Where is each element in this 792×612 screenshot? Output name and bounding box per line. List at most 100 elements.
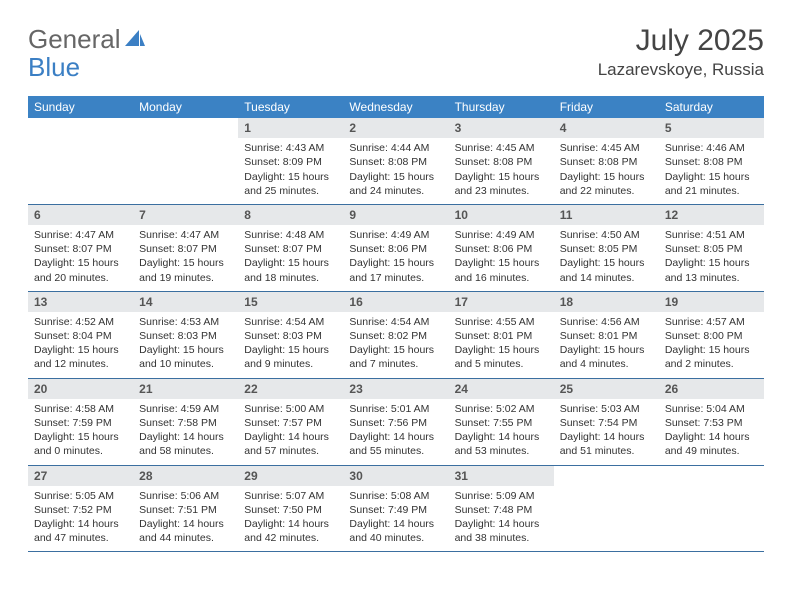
logo-text-first: General	[28, 24, 121, 55]
day-body: Sunrise: 4:56 AMSunset: 8:01 PMDaylight:…	[554, 312, 659, 378]
dow-wednesday: Wednesday	[343, 96, 448, 118]
title-block: July 2025 Lazarevskoye, Russia	[598, 24, 764, 80]
logo-sail-icon	[125, 24, 145, 55]
sunrise: Sunrise: 4:55 AM	[455, 315, 548, 329]
day-number: 17	[449, 292, 554, 312]
day-body: Sunrise: 5:04 AMSunset: 7:53 PMDaylight:…	[659, 399, 764, 465]
day-number: 30	[343, 466, 448, 486]
month-title: July 2025	[598, 24, 764, 58]
sunset: Sunset: 8:05 PM	[560, 242, 653, 256]
day-body: Sunrise: 4:54 AMSunset: 8:02 PMDaylight:…	[343, 312, 448, 378]
day-body: Sunrise: 5:02 AMSunset: 7:55 PMDaylight:…	[449, 399, 554, 465]
sunset: Sunset: 8:08 PM	[560, 155, 653, 169]
sunset: Sunset: 8:07 PM	[34, 242, 127, 256]
dow-tuesday: Tuesday	[238, 96, 343, 118]
week-row: 13 Sunrise: 4:52 AMSunset: 8:04 PM Dayligh…	[28, 292, 764, 379]
sunset: Sunset: 7:50 PM	[244, 503, 337, 517]
day-cell: 12Sunrise: 4:51 AMSunset: 8:05 PMDayligh…	[659, 205, 764, 291]
daylight: Daylight: 15 hours and 9 minutes.	[244, 343, 337, 371]
day-cell: 17Sunrise: 4:55 AMSunset: 8:01 PMDayligh…	[449, 292, 554, 378]
daylight: Daylight: 15 hours and 0 minutes.	[34, 430, 127, 458]
sunset: Sunset: 7:59 PM	[34, 416, 127, 430]
day-cell: 3Sunrise: 4:45 AMSunset: 8:08 PMDaylight…	[449, 118, 554, 204]
sunset: Sunset: 8:00 PM	[665, 329, 758, 343]
sunset: Sunset: 7:51 PM	[139, 503, 232, 517]
day-body: Sunrise: 5:05 AMSunset: 7:52 PMDaylight:…	[28, 486, 133, 552]
sunrise: Sunrise: 5:04 AM	[665, 402, 758, 416]
daylight: Daylight: 15 hours and 24 minutes.	[349, 170, 442, 198]
sunrise: Sunrise: 5:00 AM	[244, 402, 337, 416]
dow-sunday: Sunday	[28, 96, 133, 118]
daylight: Daylight: 14 hours and 47 minutes.	[34, 517, 127, 545]
sunset: Sunset: 8:04 PM	[34, 329, 127, 343]
day-cell: 14Sunrise: 4:53 AMSunset: 8:03 PMDayligh…	[133, 292, 238, 378]
day-body: Sunrise: 4:51 AMSunset: 8:05 PMDaylight:…	[659, 225, 764, 291]
daylight: Daylight: 15 hours and 4 minutes.	[560, 343, 653, 371]
sunset: Sunset: 8:02 PM	[349, 329, 442, 343]
day-cell: 11Sunrise: 4:50 AMSunset: 8:05 PMDayligh…	[554, 205, 659, 291]
sunset: Sunset: 8:03 PM	[139, 329, 232, 343]
day-cell: 23Sunrise: 5:01 AMSunset: 7:56 PMDayligh…	[343, 379, 448, 465]
day-body: Sunrise: 4:55 AMSunset: 8:01 PMDaylight:…	[449, 312, 554, 378]
sunrise: Sunrise: 4:52 AM	[34, 315, 127, 329]
day-body: Sunrise: 4:44 AMSunset: 8:08 PMDaylight:…	[343, 138, 448, 204]
week-row: 27Sunrise: 5:05 AMSunset: 7:52 PMDayligh…	[28, 466, 764, 553]
sunrise: Sunrise: 4:58 AM	[34, 402, 127, 416]
calendar: SundayMondayTuesdayWednesdayThursdayFrid…	[28, 96, 764, 552]
day-cell: 22Sunrise: 5:00 AMSunset: 7:57 PMDayligh…	[238, 379, 343, 465]
day-number: 13	[28, 292, 133, 312]
sunrise: Sunrise: 4:57 AM	[665, 315, 758, 329]
day-number: 18	[554, 292, 659, 312]
day-body: Sunrise: 4:54 AMSunset: 8:03 PMDaylight:…	[238, 312, 343, 378]
day-number: 5	[659, 118, 764, 138]
day-number: 10	[449, 205, 554, 225]
daylight: Daylight: 15 hours and 7 minutes.	[349, 343, 442, 371]
day-body: Sunrise: 4:43 AMSunset: 8:09 PMDaylight:…	[238, 138, 343, 204]
sunset: Sunset: 8:07 PM	[139, 242, 232, 256]
daylight: Daylight: 15 hours and 17 minutes.	[349, 256, 442, 284]
daylight: Daylight: 15 hours and 21 minutes.	[665, 170, 758, 198]
day-number: 11	[554, 205, 659, 225]
daylight: Daylight: 15 hours and 2 minutes.	[665, 343, 758, 371]
day-number: 8	[238, 205, 343, 225]
day-number: 22	[238, 379, 343, 399]
day-number: 19	[659, 292, 764, 312]
daylight: Daylight: 14 hours and 38 minutes.	[455, 517, 548, 545]
day-cell: 20 Sunrise: 4:58 AMSunset: 7:59 PMDayligh…	[28, 379, 133, 465]
day-body: Sunrise: 5:00 AMSunset: 7:57 PMDaylight:…	[238, 399, 343, 465]
day-body: Sunrise: 5:07 AMSunset: 7:50 PMDaylight:…	[238, 486, 343, 552]
day-cell-empty	[554, 466, 659, 552]
sunset: Sunset: 7:55 PM	[455, 416, 548, 430]
header: General July 2025 Lazarevskoye, Russia	[28, 24, 764, 80]
daylight: Daylight: 14 hours and 57 minutes.	[244, 430, 337, 458]
day-cell: 31Sunrise: 5:09 AMSunset: 7:48 PMDayligh…	[449, 466, 554, 552]
sunrise: Sunrise: 4:48 AM	[244, 228, 337, 242]
day-body: Sunrise: 4:53 AMSunset: 8:03 PMDaylight:…	[133, 312, 238, 378]
day-body: Sunrise: 4:49 AMSunset: 8:06 PMDaylight:…	[343, 225, 448, 291]
sunset: Sunset: 7:52 PM	[34, 503, 127, 517]
daylight: Daylight: 14 hours and 51 minutes.	[560, 430, 653, 458]
sunrise: Sunrise: 4:51 AM	[665, 228, 758, 242]
sunrise: Sunrise: 5:05 AM	[34, 489, 127, 503]
logo: General	[28, 24, 145, 55]
week-row: 1Sunrise: 4:43 AMSunset: 8:09 PMDaylight…	[28, 118, 764, 205]
day-cell: 26Sunrise: 5:04 AMSunset: 7:53 PMDayligh…	[659, 379, 764, 465]
daylight: Daylight: 15 hours and 14 minutes.	[560, 256, 653, 284]
daylight: Daylight: 15 hours and 5 minutes.	[455, 343, 548, 371]
sunrise: Sunrise: 4:47 AM	[34, 228, 127, 242]
sunset: Sunset: 7:54 PM	[560, 416, 653, 430]
day-number	[554, 466, 659, 486]
day-number: 3	[449, 118, 554, 138]
sunrise: Sunrise: 5:08 AM	[349, 489, 442, 503]
day-number: 12	[659, 205, 764, 225]
day-number: 23	[343, 379, 448, 399]
day-number: 29	[238, 466, 343, 486]
sunset: Sunset: 7:58 PM	[139, 416, 232, 430]
day-number	[133, 118, 238, 138]
dow-monday: Monday	[133, 96, 238, 118]
day-number: 20	[28, 379, 133, 399]
day-cell: 29Sunrise: 5:07 AMSunset: 7:50 PMDayligh…	[238, 466, 343, 552]
daylight: Daylight: 15 hours and 19 minutes.	[139, 256, 232, 284]
day-body: Sunrise: 4:50 AMSunset: 8:05 PMDaylight:…	[554, 225, 659, 291]
logo-text-second: Blue	[28, 52, 80, 83]
